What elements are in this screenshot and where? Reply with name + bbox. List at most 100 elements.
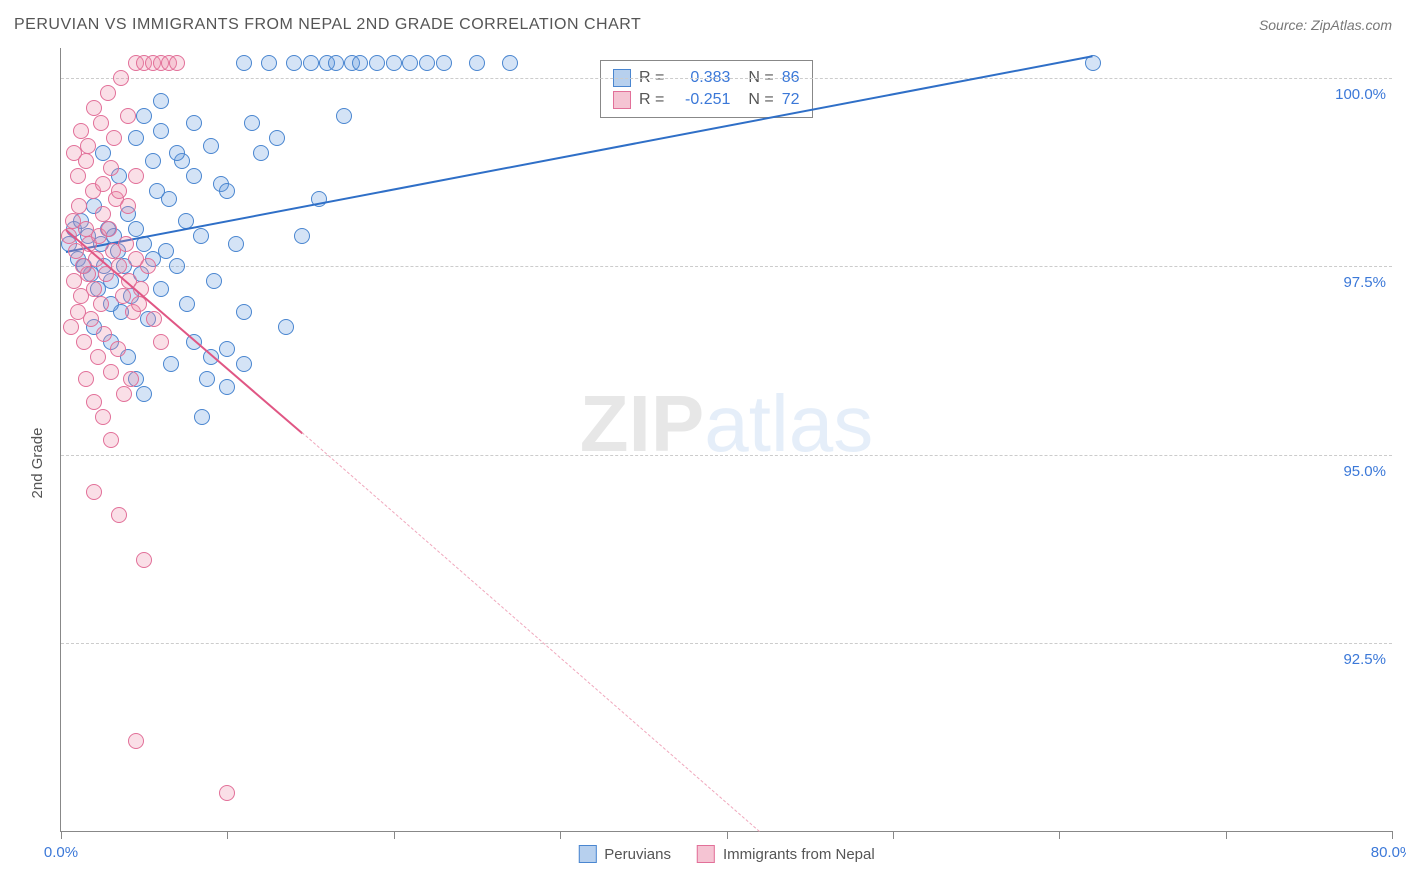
- scatter-point: [86, 484, 102, 500]
- scatter-point: [228, 236, 244, 252]
- scatter-point: [206, 273, 222, 289]
- y-tick-label: 100.0%: [1335, 86, 1386, 103]
- scatter-point: [219, 341, 235, 357]
- gridline: [61, 266, 1392, 267]
- scatter-point: [269, 130, 285, 146]
- scatter-point: [169, 55, 185, 71]
- scatter-point: [199, 371, 215, 387]
- trend-line: [66, 56, 1093, 254]
- legend-row: R =-0.251N =72: [613, 89, 799, 111]
- scatter-point: [120, 108, 136, 124]
- x-tick: [1392, 831, 1393, 839]
- y-axis-label: 2nd Grade: [29, 428, 46, 499]
- scatter-point: [236, 304, 252, 320]
- watermark: ZIPatlas: [580, 378, 873, 470]
- gridline: [61, 643, 1392, 644]
- scatter-point: [95, 176, 111, 192]
- scatter-point: [111, 183, 127, 199]
- scatter-point: [90, 349, 106, 365]
- scatter-point: [118, 236, 134, 252]
- series-legend-label: Immigrants from Nepal: [723, 846, 875, 863]
- scatter-point: [261, 55, 277, 71]
- scatter-point: [120, 198, 136, 214]
- scatter-point: [73, 123, 89, 139]
- scatter-point: [128, 130, 144, 146]
- scatter-point: [163, 356, 179, 372]
- legend-n-value: 72: [782, 91, 800, 109]
- scatter-point: [106, 130, 122, 146]
- x-tick-label: 0.0%: [44, 844, 78, 861]
- scatter-point: [286, 55, 302, 71]
- scatter-point: [80, 266, 96, 282]
- scatter-point: [236, 55, 252, 71]
- legend-r-value: -0.251: [672, 91, 730, 109]
- scatter-point: [253, 145, 269, 161]
- x-tick: [1059, 831, 1060, 839]
- scatter-point: [294, 228, 310, 244]
- scatter-point: [80, 138, 96, 154]
- scatter-point: [113, 70, 129, 86]
- scatter-point: [78, 153, 94, 169]
- scatter-point: [219, 785, 235, 801]
- x-tick: [394, 831, 395, 839]
- x-tick: [727, 831, 728, 839]
- scatter-point: [86, 281, 102, 297]
- series-legend-item: Immigrants from Nepal: [697, 845, 875, 863]
- scatter-point: [110, 341, 126, 357]
- scatter-point: [128, 733, 144, 749]
- scatter-point: [86, 100, 102, 116]
- scatter-point: [136, 552, 152, 568]
- scatter-point: [169, 258, 185, 274]
- x-tick: [227, 831, 228, 839]
- legend-swatch: [578, 845, 596, 863]
- scatter-point: [179, 296, 195, 312]
- scatter-point: [83, 311, 99, 327]
- y-tick-label: 97.5%: [1343, 274, 1386, 291]
- trend-line-dashed: [302, 432, 760, 832]
- x-tick: [560, 831, 561, 839]
- scatter-point: [95, 409, 111, 425]
- scatter-point: [219, 183, 235, 199]
- scatter-point: [146, 311, 162, 327]
- scatter-point: [70, 168, 86, 184]
- plot-region: ZIPatlas R =0.383N =86R =-0.251N =72 Per…: [60, 48, 1392, 832]
- scatter-point: [145, 153, 161, 169]
- scatter-point: [123, 371, 139, 387]
- scatter-point: [153, 93, 169, 109]
- scatter-point: [103, 364, 119, 380]
- series-legend-label: Peruvians: [604, 846, 671, 863]
- legend-n-label: N =: [748, 91, 773, 109]
- scatter-point: [140, 258, 156, 274]
- scatter-point: [303, 55, 319, 71]
- scatter-point: [502, 55, 518, 71]
- scatter-point: [111, 507, 127, 523]
- scatter-point: [95, 145, 111, 161]
- scatter-point: [244, 115, 260, 131]
- scatter-point: [336, 108, 352, 124]
- scatter-point: [369, 55, 385, 71]
- scatter-point: [158, 243, 174, 259]
- scatter-point: [115, 288, 131, 304]
- scatter-point: [76, 334, 92, 350]
- scatter-point: [469, 55, 485, 71]
- scatter-point: [128, 221, 144, 237]
- scatter-point: [128, 168, 144, 184]
- scatter-point: [96, 326, 112, 342]
- scatter-point: [186, 115, 202, 131]
- scatter-point: [219, 379, 235, 395]
- scatter-point: [161, 191, 177, 207]
- scatter-point: [386, 55, 402, 71]
- scatter-point: [116, 386, 132, 402]
- scatter-point: [63, 319, 79, 335]
- scatter-point: [352, 55, 368, 71]
- chart-header: PERUVIAN VS IMMIGRANTS FROM NEPAL 2ND GR…: [0, 0, 1406, 40]
- scatter-point: [101, 221, 117, 237]
- scatter-point: [78, 371, 94, 387]
- scatter-point: [278, 319, 294, 335]
- x-tick: [893, 831, 894, 839]
- x-tick-label: 80.0%: [1371, 844, 1406, 861]
- correlation-legend: R =0.383N =86R =-0.251N =72: [600, 60, 812, 118]
- scatter-point: [103, 160, 119, 176]
- scatter-point: [136, 386, 152, 402]
- gridline: [61, 455, 1392, 456]
